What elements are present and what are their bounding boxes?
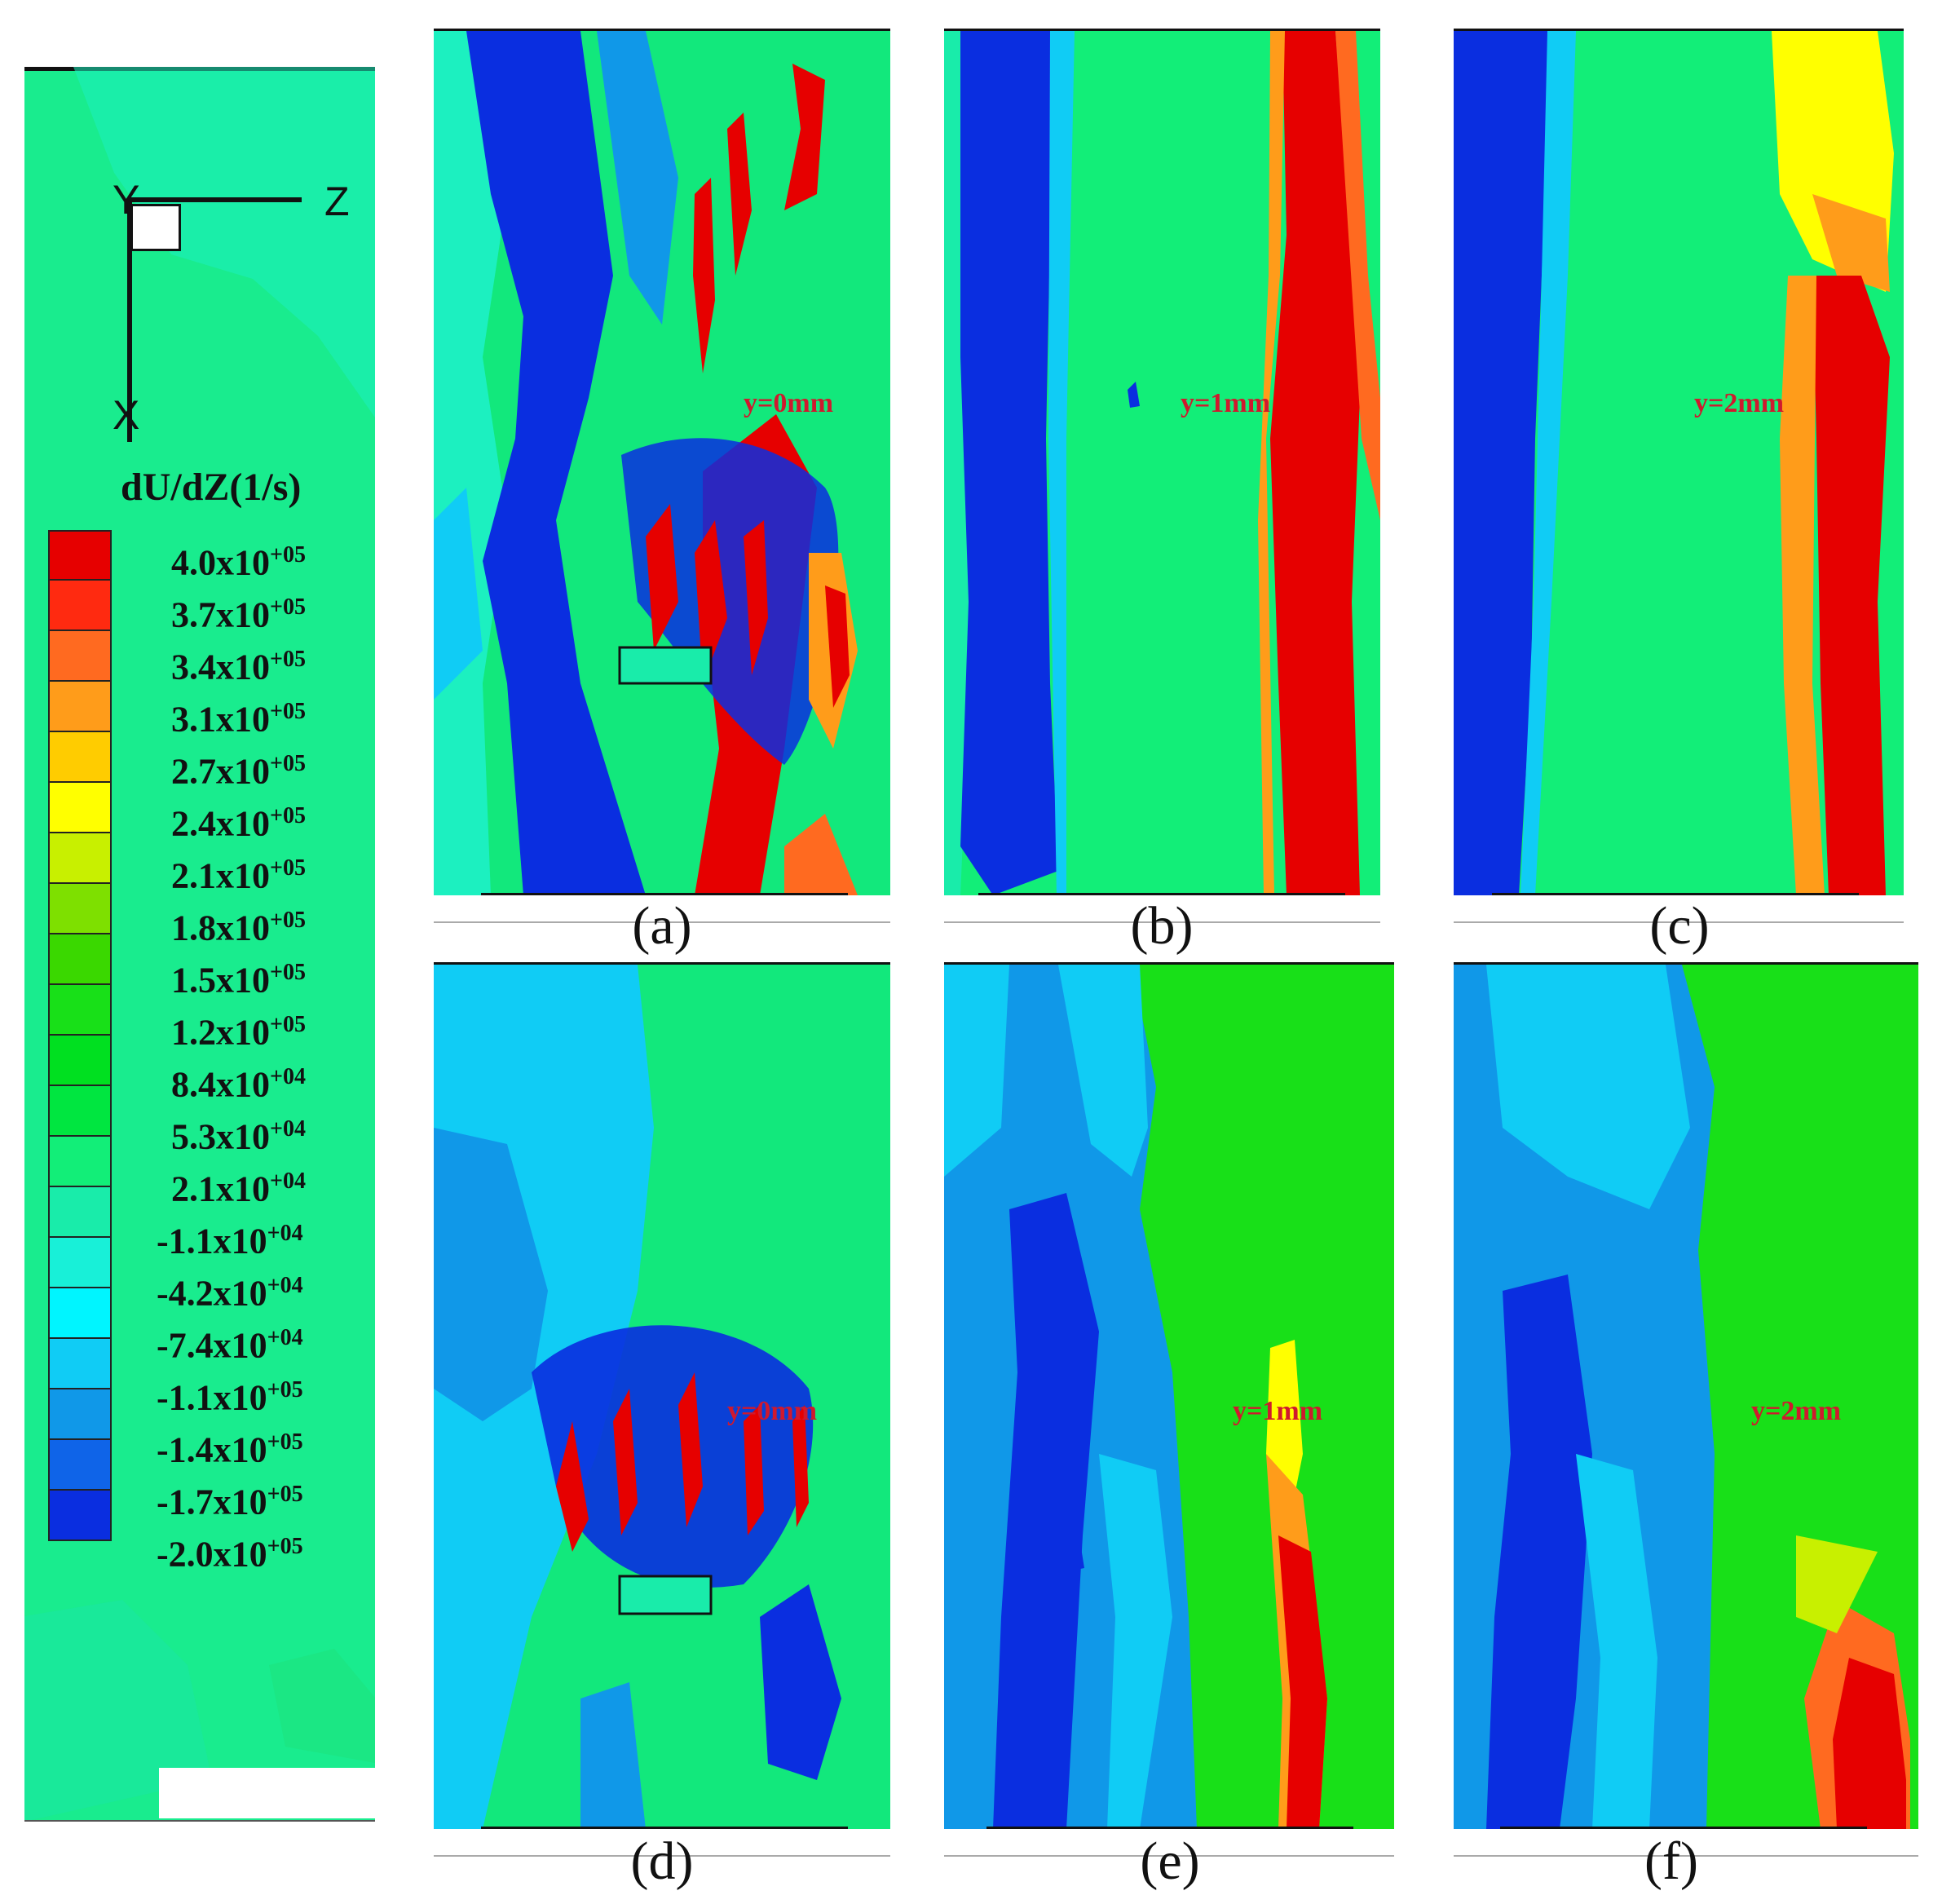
- colorbar-tick-label: 4.0x10+05: [171, 541, 306, 583]
- panel-c-bottom-border: [1492, 893, 1859, 895]
- x-axis-line: [127, 197, 132, 442]
- colorbar-tick-label: -1.4x10+05: [157, 1429, 303, 1470]
- colorbar-swatch: [48, 1339, 112, 1389]
- panel-c-caption-rule: [1454, 921, 1904, 923]
- colorbar-swatch: [48, 783, 112, 833]
- colorbar-tick-label: 2.4x10+05: [171, 802, 306, 844]
- colorbar-swatch: [48, 833, 112, 884]
- panel-e-position-label: y=1mm: [1233, 1396, 1323, 1426]
- colorbar-tick-label: 3.7x10+05: [171, 594, 306, 635]
- panel-a-position-label: y=0mm: [744, 388, 834, 418]
- colorbar-tick-label: 3.4x10+05: [171, 646, 306, 687]
- colorbar: [48, 530, 112, 1541]
- colorbar-swatch: [48, 1238, 112, 1288]
- panel-e-top-border: [944, 962, 1394, 965]
- colorbar-tick-label: 1.5x10+05: [171, 959, 306, 1001]
- panel-a-bottom-border: [481, 893, 848, 895]
- panel-d-bottom-border: [481, 1827, 848, 1829]
- colorbar-tick-label: 3.1x10+05: [171, 698, 306, 740]
- panel-b-position-label: y=1mm: [1181, 388, 1271, 418]
- colorbar-tick-label: -4.2x10+04: [157, 1272, 303, 1314]
- legend-bottom-border: [24, 1820, 375, 1822]
- panel-f-bottom-border: [1500, 1827, 1867, 1829]
- colorbar-tick-label: 5.3x10+04: [171, 1115, 306, 1157]
- panel-a-top-border: [434, 29, 890, 31]
- colorbar-swatch: [48, 1491, 112, 1541]
- colorbar-tick-label: 2.7x10+05: [171, 750, 306, 792]
- colorbar-swatch: [48, 682, 112, 732]
- y-axis-label: Y: [113, 177, 140, 223]
- panel-c-position-label: y=2mm: [1694, 388, 1785, 418]
- panel-d-caption-rule: [434, 1855, 890, 1857]
- colorbar-swatch: [48, 884, 112, 934]
- contour-panel-b: [944, 31, 1380, 895]
- panel-a-caption-rule: [434, 921, 890, 923]
- colorbar-swatch: [48, 581, 112, 631]
- panel-f-top-border: [1454, 962, 1918, 965]
- colorbar-tick-label: -1.1x10+04: [157, 1220, 303, 1261]
- legend-white-corner: [159, 1768, 375, 1818]
- panel-b-top-border: [944, 29, 1380, 31]
- panel-f-position-label: y=2mm: [1751, 1396, 1842, 1426]
- panel-d-caption: (d): [630, 1831, 694, 1891]
- colorbar-tick-label: 8.4x10+04: [171, 1063, 306, 1105]
- y-axis-marker: [130, 204, 181, 251]
- colorbar-swatch: [48, 1187, 112, 1238]
- contour-panel-a: [434, 31, 890, 895]
- colorbar-swatch: [48, 1440, 112, 1491]
- panel-e-caption-rule: [944, 1855, 1394, 1857]
- contour-panel-f: [1454, 965, 1918, 1829]
- contour-panel-d: [434, 965, 890, 1829]
- colorbar-tick-label: 1.8x10+05: [171, 907, 306, 948]
- colorbar-swatch: [48, 631, 112, 682]
- panel-f-caption-rule: [1454, 1855, 1918, 1857]
- colorbar-tick-label: 2.1x10+05: [171, 855, 306, 896]
- contour-panel-c: [1454, 31, 1904, 895]
- contour-panel-e: [944, 965, 1394, 1829]
- colorbar-tick-label: -1.1x10+05: [157, 1376, 303, 1418]
- colorbar-swatch: [48, 985, 112, 1036]
- panel-e-bottom-border: [986, 1827, 1353, 1829]
- panel-e-caption: (e): [1140, 1831, 1200, 1891]
- panel-b-caption: (b): [1130, 896, 1194, 956]
- colorbar-swatch: [48, 1288, 112, 1339]
- colorbar-title: dU/dZ(1/s): [121, 466, 302, 509]
- panel-f-caption: (f): [1644, 1831, 1698, 1891]
- panel-c-top-border: [1454, 29, 1904, 31]
- panel-c-caption: (c): [1649, 896, 1710, 956]
- colorbar-tick-label: -2.0x10+05: [157, 1533, 303, 1575]
- colorbar-swatch: [48, 732, 112, 783]
- panel-b-caption-rule: [944, 921, 1380, 923]
- colorbar-swatch: [48, 1389, 112, 1440]
- colorbar-tick-label: 2.1x10+04: [171, 1168, 306, 1209]
- colorbar-tick-label: 1.2x10+05: [171, 1011, 306, 1053]
- z-axis-label: Z: [324, 179, 350, 224]
- panel-d-top-border: [434, 962, 890, 965]
- colorbar-tick-label: -1.7x10+05: [157, 1481, 303, 1522]
- z-axis-line: [127, 197, 302, 202]
- colorbar-swatch: [48, 1036, 112, 1086]
- panel-b-bottom-border: [978, 893, 1345, 895]
- colorbar-swatch: [48, 530, 112, 581]
- colorbar-tick-label: -7.4x10+04: [157, 1324, 303, 1366]
- panel-d-position-label: y=0mm: [727, 1396, 818, 1426]
- x-axis-label: X: [113, 392, 140, 438]
- panel-a-caption: (a): [632, 896, 692, 956]
- legend-background-contour: [24, 67, 375, 1822]
- colorbar-swatch: [48, 934, 112, 985]
- colorbar-swatch: [48, 1086, 112, 1137]
- colorbar-swatch: [48, 1137, 112, 1187]
